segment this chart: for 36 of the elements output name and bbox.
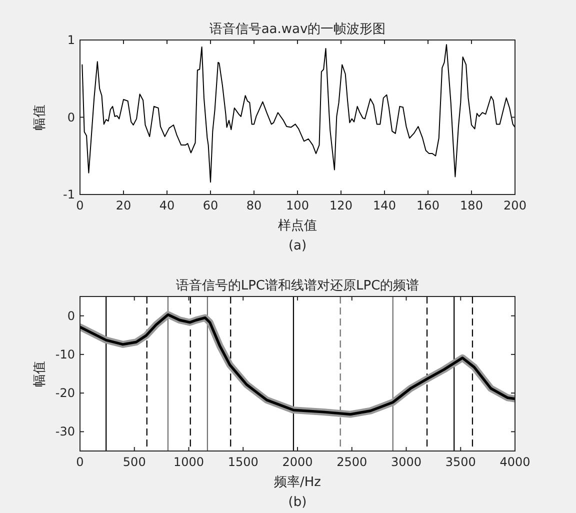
chart-title: 语音信号aa.wav的一帧波形图 (209, 22, 386, 37)
y-tick-label: 1 (67, 33, 75, 47)
y-tick-label: 0 (67, 308, 75, 323)
x-axis-title: 样点值 (278, 218, 317, 234)
x-tick-label: 160 (416, 198, 440, 212)
y-axis-title: 幅值 (32, 360, 48, 387)
x-tick-label: 1500 (228, 455, 258, 469)
x-tick-label: 60 (202, 198, 218, 212)
x-tick-label: 0 (76, 455, 84, 469)
x-tick-label: 3000 (390, 455, 422, 469)
text: (b) (288, 495, 307, 510)
y-tick-label: 0 (67, 110, 75, 124)
x-tick-label: 80 (246, 198, 262, 212)
x-tick-label: 120 (330, 198, 352, 212)
text: (a) (288, 238, 307, 254)
x-tick-label: 4000 (500, 455, 530, 469)
y-tick-label: -10 (55, 347, 75, 362)
x-tick-label: 0 (76, 198, 84, 212)
y-axis-title: 幅值 (32, 104, 48, 130)
x-tick-label: 3500 (445, 455, 476, 469)
x-tick-label: 200 (504, 198, 526, 212)
x-tick-label: 20 (116, 198, 132, 212)
x-tick-label: 100 (286, 198, 309, 212)
y-tick-label: -20 (55, 386, 75, 400)
x-tick-label: 180 (460, 198, 483, 212)
x-tick-label: 40 (159, 198, 175, 212)
x-tick-label: 2500 (336, 455, 368, 469)
x-tick-label: 2000 (282, 455, 313, 469)
x-axis-title: 频率/Hz (274, 474, 322, 490)
y-tick-label: -30 (55, 424, 75, 439)
chart-title: 语音信号的LPC谱和线谱对还原LPC的频谱 (176, 278, 420, 294)
x-tick-label: 1000 (173, 455, 204, 469)
line-series (82, 44, 515, 183)
y-tick-label: -1 (63, 188, 75, 202)
x-tick-label: 500 (122, 455, 146, 469)
x-tick-label: 140 (373, 198, 396, 212)
